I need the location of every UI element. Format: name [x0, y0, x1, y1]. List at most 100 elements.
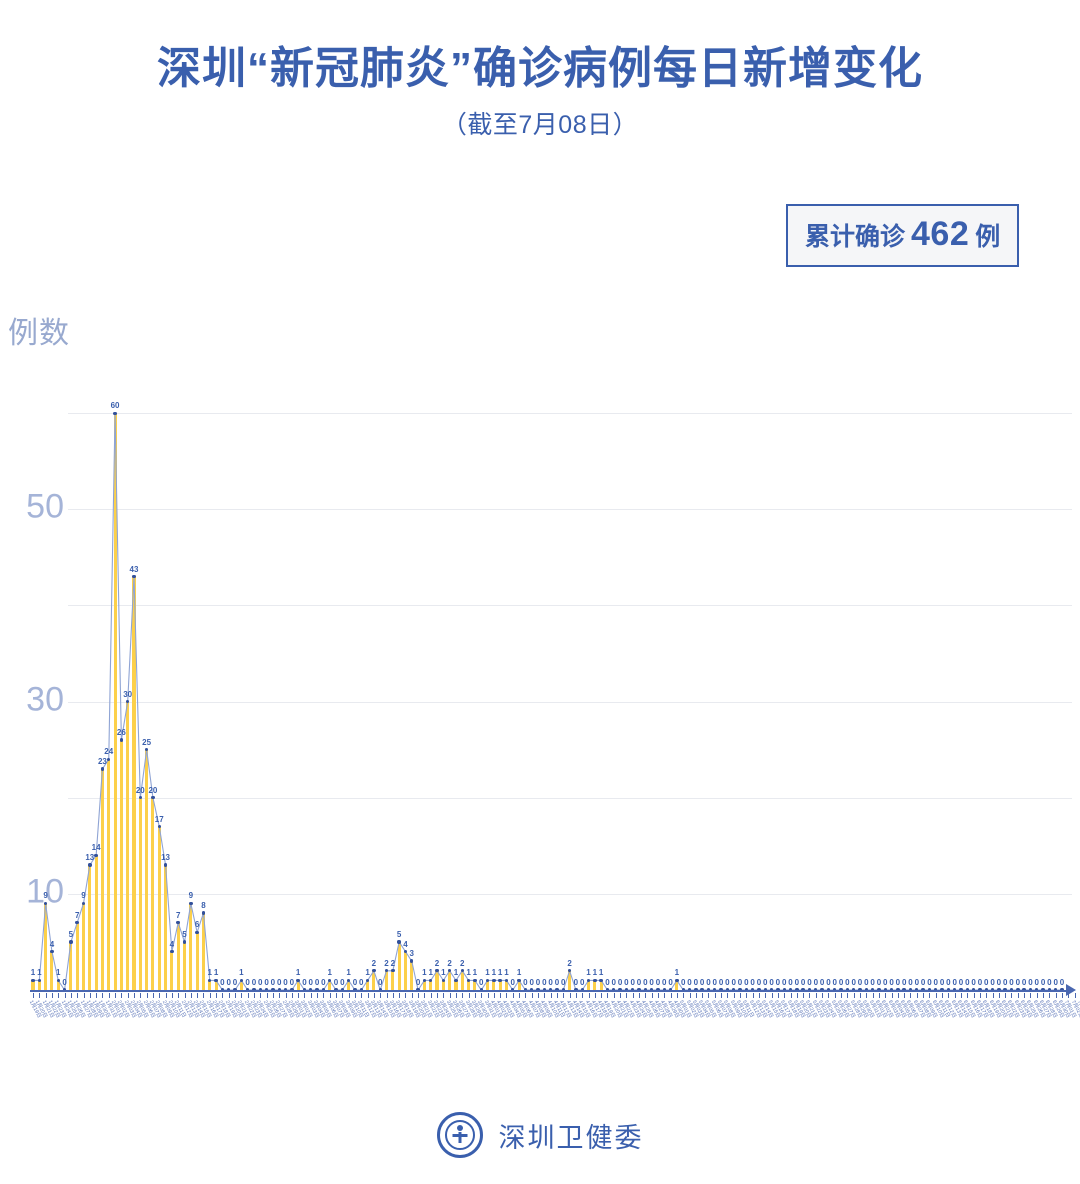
x-axis-tick	[992, 993, 994, 998]
value-label: 0	[302, 978, 307, 987]
value-label: 0	[699, 978, 705, 987]
value-label: 1	[516, 968, 522, 978]
data-point	[990, 988, 995, 992]
data-point	[833, 988, 837, 992]
value-label: 0	[775, 978, 781, 987]
data-point	[422, 978, 427, 983]
data-point	[264, 988, 269, 992]
x-axis-tick	[841, 993, 843, 998]
data-point	[31, 978, 35, 983]
data-point	[403, 949, 408, 954]
data-point	[50, 949, 54, 954]
data-point	[757, 988, 761, 992]
value-label: 0	[731, 978, 736, 987]
x-axis-arrow-icon	[1066, 984, 1076, 996]
data-point	[649, 988, 654, 992]
bar	[429, 980, 433, 990]
bar	[44, 903, 48, 990]
value-label: 0	[838, 978, 844, 987]
value-label: 0	[958, 978, 964, 987]
x-axis-tick	[190, 993, 192, 998]
x-axis-tick	[777, 993, 779, 998]
x-axis-tick	[140, 993, 142, 998]
badge-label: 累计确诊	[805, 223, 906, 251]
bar	[397, 941, 401, 990]
value-label: 1	[428, 968, 433, 978]
data-point	[239, 978, 244, 983]
x-axis-tick	[1030, 993, 1032, 998]
badge-unit: 例	[975, 223, 1001, 251]
data-point	[271, 988, 275, 992]
data-point	[826, 988, 831, 992]
bar	[239, 980, 243, 990]
data-point	[618, 988, 622, 992]
data-point	[915, 988, 919, 992]
data-point	[346, 978, 351, 983]
bar	[37, 980, 41, 990]
value-label: 4	[169, 939, 175, 949]
data-point	[612, 988, 616, 992]
value-label: 0	[340, 978, 345, 987]
data-point	[163, 863, 168, 867]
bar	[132, 576, 136, 990]
bar	[568, 970, 572, 990]
x-axis-tick	[443, 993, 445, 998]
x-axis-tick	[115, 993, 117, 998]
value-label: 60	[110, 401, 120, 411]
data-point	[43, 901, 48, 906]
bar	[485, 980, 490, 990]
x-axis-tick	[1074, 993, 1076, 998]
data-point	[946, 988, 951, 992]
value-label: 6	[194, 920, 200, 930]
data-point	[277, 988, 281, 992]
data-point	[706, 988, 711, 992]
data-point	[353, 988, 357, 992]
value-label: 0	[1002, 978, 1008, 987]
value-label: 0	[314, 978, 320, 987]
x-axis-tick	[272, 993, 274, 998]
value-label: 1	[422, 968, 427, 978]
data-point	[548, 988, 553, 992]
data-point	[839, 988, 843, 992]
data-point	[870, 988, 875, 992]
data-point	[473, 978, 477, 983]
value-label: 0	[687, 978, 692, 987]
value-label: 0	[800, 978, 806, 987]
x-axis-tick	[146, 993, 148, 998]
data-point	[258, 988, 262, 992]
value-label: 1	[295, 968, 301, 978]
value-label: 0	[914, 978, 920, 987]
value-label: 0	[706, 978, 711, 987]
data-point	[744, 988, 749, 992]
x-axis-tick	[897, 993, 899, 998]
bar	[517, 980, 521, 990]
data-point	[902, 988, 906, 992]
value-label: 0	[630, 978, 635, 987]
value-label: 13	[85, 853, 95, 863]
x-axis-tick	[260, 993, 262, 998]
data-point	[454, 978, 458, 983]
value-label: 24	[104, 747, 114, 757]
data-point	[441, 978, 446, 983]
value-label: 0	[939, 978, 945, 987]
data-point	[466, 978, 471, 983]
value-label: 1	[213, 968, 219, 978]
value-label: 0	[359, 978, 364, 987]
data-point	[296, 978, 300, 983]
value-label: 0	[845, 978, 850, 987]
x-axis-tick	[626, 993, 628, 998]
value-label: 4	[403, 939, 408, 949]
data-point	[498, 978, 502, 983]
x-axis-tick	[493, 993, 495, 998]
x-axis-tick	[651, 993, 653, 998]
x-axis-tick	[885, 993, 887, 998]
data-point	[580, 988, 584, 992]
data-point	[208, 978, 212, 983]
data-point	[807, 988, 812, 992]
value-label: 0	[636, 978, 642, 987]
data-point	[485, 978, 490, 983]
bar	[448, 970, 452, 990]
data-point	[107, 757, 111, 761]
bar	[201, 913, 205, 990]
value-label: 0	[1021, 978, 1027, 987]
